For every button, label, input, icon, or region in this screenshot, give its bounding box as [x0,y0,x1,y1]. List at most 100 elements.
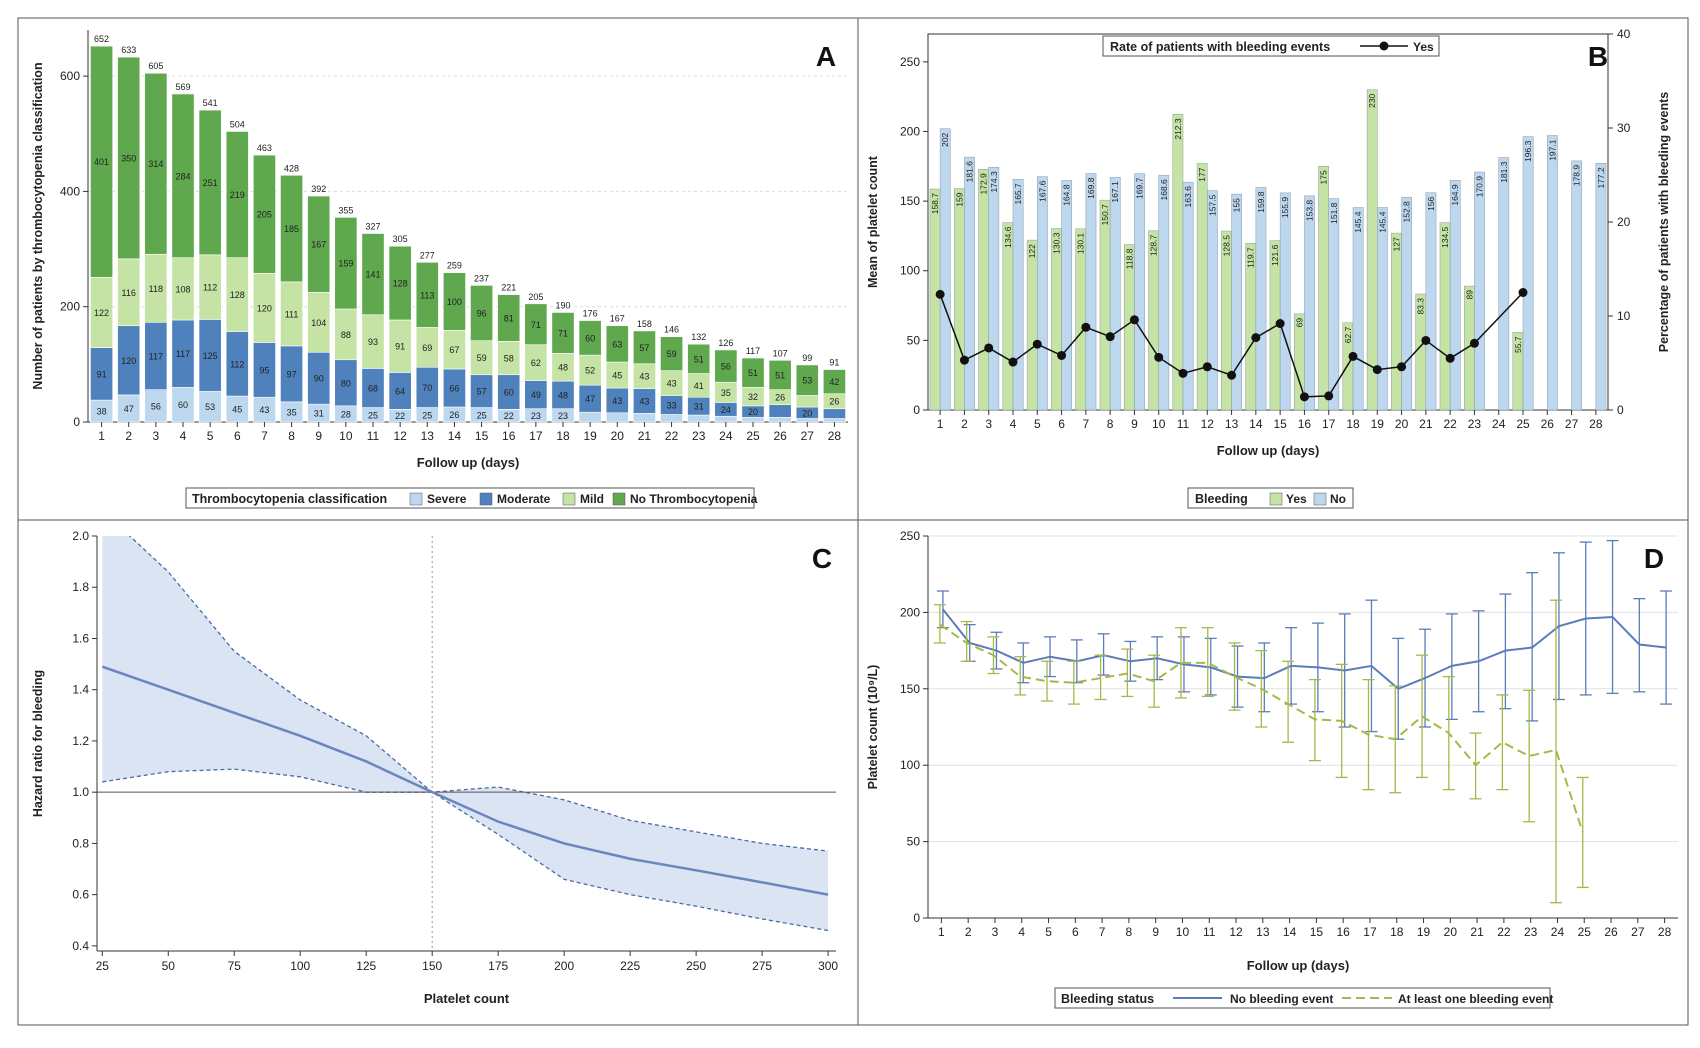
legend-label: Mild [580,492,604,506]
legend-box [1054,987,1551,1009]
x-tick-label: 22 [665,429,679,443]
y-tick-label: 250 [900,529,920,543]
bar-segment [225,131,249,259]
legend-label: Severe [427,492,467,506]
total-label: 504 [230,119,245,129]
x-tick-label: 3 [153,429,160,443]
bleeding-rate-point [1372,365,1382,375]
data-label: 205 [257,210,272,220]
data-label: 119.7 [1246,247,1256,268]
bar [978,168,989,411]
legend-title: Bleeding status [1061,992,1154,1006]
x-tick-label: 27 [1631,925,1645,939]
x-tick-label: 21 [638,429,652,443]
data-label: 112 [203,283,217,293]
x-tick-label: 175 [488,959,508,973]
legend-title: Bleeding [1195,492,1248,506]
data-label: 42 [829,377,839,387]
total-label: 305 [393,234,408,244]
data-label: 83.3 [1416,298,1426,315]
data-label: 197.1 [1547,139,1557,161]
y2-tick-label: 30 [1617,121,1631,135]
bar [1498,157,1510,411]
data-label: 67 [449,345,459,355]
data-label: 122 [94,308,109,318]
total-label: 190 [555,300,570,310]
total-label: 146 [664,325,679,335]
data-label: 62 [531,358,541,368]
x-tick-label: 4 [180,429,187,443]
data-label: 219 [230,190,245,200]
data-label: 51 [775,371,785,381]
data-label: 113 [420,290,434,300]
data-label: 43 [639,372,649,382]
legend-swatch [1269,492,1283,506]
data-label: 56 [721,362,731,372]
total-label: 259 [447,261,462,271]
x-tick-label: 50 [162,959,176,973]
y-tick-label: 200 [900,605,920,619]
bar-segment [660,414,684,423]
data-label: 90 [314,374,324,384]
bar-segment [415,262,439,328]
x-tick-label: 28 [828,429,842,443]
data-label: 22 [395,411,405,421]
legend-swatch [562,492,576,506]
data-label: 128.5 [1221,235,1231,257]
data-label: 48 [558,390,568,400]
data-label: 60 [585,333,595,343]
data-label: 172.9 [979,173,989,195]
data-label: 117 [176,349,190,359]
plot-area [927,33,1609,411]
x-axis-title: Follow up (days) [1217,443,1320,458]
legend-label: No [1330,492,1346,506]
x-tick-label: 19 [1417,925,1431,939]
data-label: 26 [829,397,839,407]
panel-c: 0.4 0.6 0.8 1.0 1.2 1.4 1.6 1.8 2.0 25 50 75 100 125 1… [31,529,838,1006]
data-label: 59 [667,349,677,359]
y-tick-label: 200 [60,300,80,314]
bar-segment [768,404,792,418]
data-label: 25 [477,410,487,420]
x-tick-label: 16 [1298,417,1312,431]
x-tick-label: 7 [1083,417,1090,431]
data-label: 167 [311,240,326,250]
x-tick-label: 250 [686,959,706,973]
x-tick-label: 28 [1589,417,1603,431]
bar-segment [822,418,846,423]
bar-segment [497,294,521,342]
panel-d-frame [857,519,1689,1026]
bar [1026,239,1038,411]
data-label: 120 [257,303,272,313]
x-tick-label: 10 [1152,417,1166,431]
bar [1595,162,1607,411]
y-tick-label: 200 [900,124,920,138]
x-tick-label: 24 [1492,417,1506,431]
x-tick-label: 15 [475,429,489,443]
x-tick-label: 8 [1126,925,1133,939]
legend-title: Thrombocytopenia classification [192,492,387,506]
hazard-ratio-line [101,665,829,896]
x-tick-label: 25 [746,429,760,443]
y2-tick-label: 40 [1617,27,1631,41]
y-tick-label: 50 [907,835,921,849]
x-tick-label: 6 [1072,925,1079,939]
x-tick-label: 20 [1444,925,1458,939]
data-label: 69 [422,343,432,353]
x-tick-label: 14 [1283,925,1297,939]
data-label: 104 [311,318,326,328]
bar-segment [524,303,548,346]
bar [929,188,941,411]
bar [1474,171,1485,411]
data-label: 175 [1319,170,1329,184]
bar-segment [632,330,656,365]
data-label: 151.8 [1329,202,1339,224]
x-tick-label: 2 [125,429,132,443]
bar-segment [388,245,412,321]
data-label: 130.3 [1051,232,1061,254]
data-label: 159.8 [1256,191,1266,213]
data-label: 169.7 [1135,177,1145,199]
data-label: 31 [694,402,704,412]
legend-label: No Thrombocytopenia [630,492,758,506]
